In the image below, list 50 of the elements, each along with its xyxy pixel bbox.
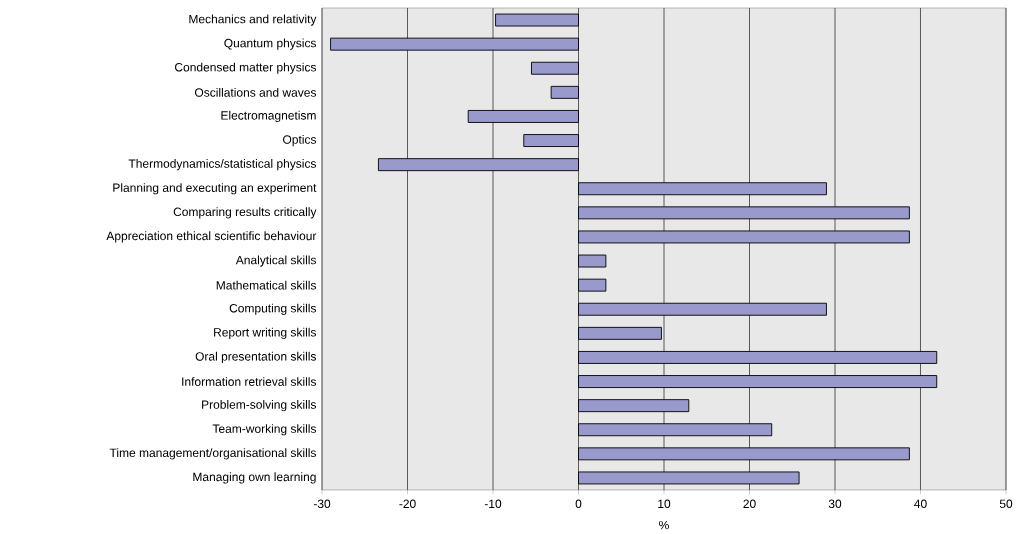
- y-tick-label: Oscillations and waves: [194, 87, 317, 97]
- bar: [523, 134, 579, 147]
- y-tick-label: Oral presentation skills: [195, 351, 317, 364]
- bar: [467, 110, 579, 123]
- bar: [578, 182, 827, 196]
- bar: [377, 158, 579, 172]
- y-tick-label: Computing skills: [229, 303, 317, 315]
- x-tick-label: -20: [399, 499, 416, 509]
- y-tick-label: Condensed matter physics: [175, 62, 317, 74]
- y-tick-label: Thermodynamics/statistical physics: [128, 159, 317, 171]
- y-tick-label: Quantum physics: [224, 38, 317, 50]
- y-tick-label: Information retrieval skills: [182, 377, 317, 386]
- bar: [578, 302, 827, 316]
- bar: [531, 61, 579, 75]
- bar: [578, 254, 607, 268]
- bar: [578, 471, 800, 485]
- x-tick-label: 20: [743, 499, 756, 509]
- y-tick-label: Team-working skills: [212, 424, 317, 436]
- y-tick-label: Comparing results critically: [173, 207, 317, 219]
- y-tick-label: Time management/organisational skills: [109, 448, 316, 460]
- bar: [578, 206, 910, 220]
- x-tick-label: -30: [313, 499, 331, 509]
- x-tick-label: 50: [999, 499, 1013, 509]
- bar: [578, 375, 938, 388]
- x-tick-label: 0: [575, 499, 582, 509]
- y-tick-label: Electromagnetism: [221, 110, 316, 123]
- x-axis-title: %: [659, 520, 669, 530]
- bar: [578, 326, 662, 340]
- bar: [578, 447, 910, 461]
- bar: [578, 350, 938, 364]
- bar: [578, 399, 690, 413]
- x-tick-label: 40: [914, 499, 927, 509]
- x-tick-label: 10: [658, 499, 671, 509]
- y-tick-label: Optics: [283, 134, 317, 147]
- bar: [578, 278, 607, 292]
- y-tick-label: Planning and executing an experiment: [113, 183, 317, 195]
- y-tick-label: Mathematical skills: [216, 280, 317, 290]
- y-tick-label: Problem-solving skills: [202, 400, 317, 412]
- x-tick-label: 30: [828, 499, 842, 509]
- bar: [495, 13, 579, 27]
- y-tick-label: Report writing skills: [214, 327, 317, 339]
- bar: [578, 423, 773, 437]
- y-tick-label: Mechanics and relativity: [189, 14, 317, 26]
- y-tick-label: Managing own learning: [193, 472, 316, 484]
- y-tick-label: Analytical skills: [235, 255, 317, 267]
- bar: [550, 85, 579, 99]
- x-tick-label: -10: [484, 499, 502, 509]
- bar: [578, 230, 910, 244]
- y-tick-label: Appreciation ethical scientific behaviour: [106, 231, 317, 243]
- bar: [330, 37, 579, 51]
